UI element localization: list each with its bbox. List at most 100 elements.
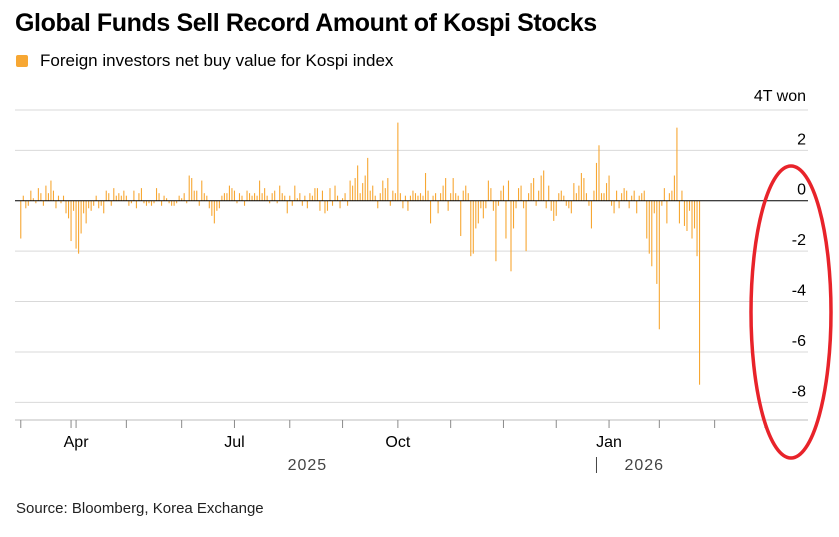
bar (67, 200, 70, 219)
bar (693, 200, 696, 229)
bar (226, 193, 228, 201)
bar (98, 200, 100, 209)
bar (382, 180, 384, 201)
bar (419, 193, 422, 201)
bar (502, 185, 505, 201)
bar (216, 200, 218, 211)
bar (653, 200, 655, 214)
bar (128, 200, 130, 206)
bar (616, 190, 618, 201)
bar (573, 183, 575, 201)
bar (264, 188, 266, 201)
legend: Foreign investors net buy value for Kosp… (16, 51, 393, 71)
bar (271, 193, 273, 201)
bar (467, 193, 469, 201)
bar (533, 178, 535, 201)
bar (173, 200, 175, 206)
bar (299, 193, 301, 201)
bar (62, 195, 65, 201)
bar (191, 178, 193, 201)
bar (495, 200, 497, 262)
bar (585, 193, 587, 201)
bar (30, 190, 32, 201)
bar (331, 200, 334, 206)
bar (181, 198, 183, 201)
bar (236, 200, 238, 204)
bar (523, 200, 525, 209)
bar (389, 200, 391, 206)
bar (641, 193, 643, 201)
bar (208, 200, 210, 209)
bar (593, 190, 595, 201)
bar (394, 193, 396, 201)
bar (32, 198, 34, 201)
bar (568, 200, 570, 209)
bar (57, 195, 60, 201)
bar (150, 200, 153, 206)
bar (442, 185, 444, 201)
bar (316, 188, 318, 201)
bar (699, 200, 701, 385)
bar (688, 200, 691, 211)
bar (20, 200, 22, 239)
bar (422, 195, 424, 201)
bar (608, 175, 610, 201)
bar (384, 188, 386, 201)
bar (470, 200, 472, 257)
bar (517, 188, 520, 201)
bar (100, 200, 102, 206)
bar (342, 198, 344, 201)
bar (324, 200, 326, 214)
bar (22, 195, 24, 201)
x-tick-label: Jul (224, 434, 244, 451)
bar (269, 200, 271, 204)
bar (663, 188, 665, 201)
bar (500, 190, 502, 201)
bar (93, 200, 95, 206)
bar (130, 200, 132, 204)
bar (188, 175, 190, 201)
bar (281, 193, 283, 201)
bar (55, 200, 57, 209)
bar (347, 200, 349, 206)
bar (545, 200, 547, 209)
bar (113, 188, 115, 201)
chart-title: Global Funds Sell Record Amount of Kospi… (15, 9, 597, 37)
bar (404, 195, 406, 201)
bar (249, 193, 251, 201)
bar (334, 185, 336, 201)
bar (284, 195, 286, 201)
bar (595, 162, 598, 201)
bar (598, 145, 600, 201)
bar (339, 200, 341, 209)
bar (377, 200, 379, 209)
bar (372, 185, 374, 201)
bar (110, 200, 112, 206)
bar (392, 190, 394, 201)
bar (364, 175, 366, 201)
bar (507, 180, 510, 201)
bar (266, 195, 268, 201)
bar (631, 195, 633, 201)
bar (135, 200, 137, 209)
bar (83, 200, 85, 214)
bar (447, 200, 449, 211)
bar (259, 180, 261, 201)
bar (73, 200, 75, 211)
bar (168, 200, 170, 204)
bar (452, 178, 454, 201)
bar (294, 185, 296, 201)
bar (397, 122, 399, 201)
x-tick-label: Oct (385, 434, 410, 451)
bar (70, 200, 72, 242)
bar (414, 193, 417, 201)
bar (497, 200, 499, 206)
bar (186, 200, 188, 204)
bar (648, 200, 650, 254)
bar (193, 190, 195, 201)
bar (304, 195, 306, 201)
bar (314, 188, 316, 201)
bar (233, 190, 236, 201)
bar (183, 193, 185, 201)
bar (686, 200, 688, 231)
